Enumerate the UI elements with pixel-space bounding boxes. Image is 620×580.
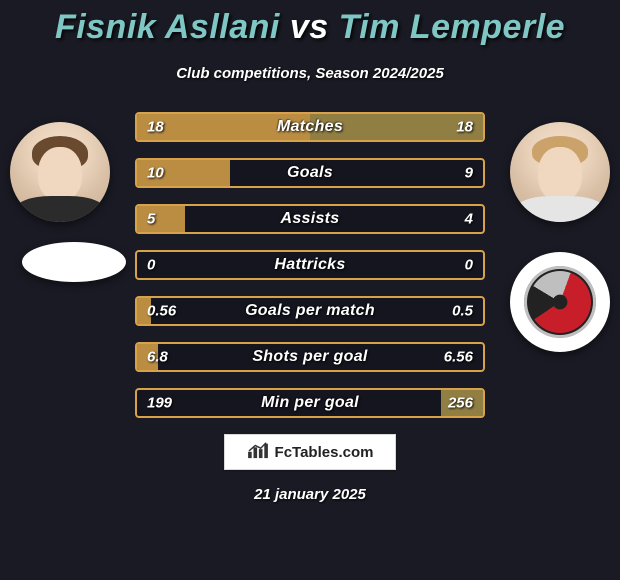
- stat-value-player2: 0: [465, 257, 473, 274]
- stat-label: Goals: [287, 164, 333, 182]
- stat-value-player1: 10: [147, 165, 164, 182]
- stat-row: 0.56 Goals per match 0.5: [135, 296, 485, 326]
- stat-value-player1: 0: [147, 257, 155, 274]
- stat-value-player2: 6.56: [444, 349, 473, 366]
- stat-row: 18 Matches 18: [135, 112, 485, 142]
- stat-value-player2: 18: [456, 119, 473, 136]
- avatar-face: [38, 147, 82, 201]
- player2-name: Tim Lemperle: [339, 8, 565, 46]
- stat-value-player1: 199: [147, 395, 172, 412]
- date-label: 21 january 2025: [0, 486, 620, 503]
- page-title: Fisnik Asllani vs Tim Lemperle: [0, 8, 620, 47]
- chart-icon: [247, 441, 269, 463]
- stat-row: 5 Assists 4: [135, 204, 485, 234]
- stat-value-player1: 0.56: [147, 303, 176, 320]
- stat-rows: 18Matches1810Goals95Assists40Hattricks00…: [135, 112, 485, 418]
- stat-value-player2: 9: [465, 165, 473, 182]
- stat-row: 199 Min per goal 256: [135, 388, 485, 418]
- stat-label: Assists: [280, 210, 339, 228]
- stat-value-player1: 18: [147, 119, 164, 136]
- stat-label: Matches: [277, 118, 343, 136]
- comparison-card: Fisnik Asllani vs Tim Lemperle Club comp…: [0, 0, 620, 580]
- stats-area: 18Matches1810Goals95Assists40Hattricks00…: [0, 112, 620, 418]
- club-logo-icon: [524, 266, 596, 338]
- player2-club-badge: [510, 252, 610, 352]
- stat-row: 6.8 Shots per goal 6.56: [135, 342, 485, 372]
- player1-name: Fisnik Asllani: [55, 8, 280, 46]
- avatar-shirt: [15, 196, 105, 222]
- stat-value-player1: 6.8: [147, 349, 168, 366]
- stat-label: Shots per goal: [252, 348, 367, 366]
- fctables-link[interactable]: FcTables.com: [224, 434, 397, 470]
- stat-value-player2: 4: [465, 211, 473, 228]
- stat-label: Hattricks: [274, 256, 345, 274]
- stat-bar-player1: [137, 206, 185, 232]
- player1-club-badge: [22, 242, 126, 282]
- subtitle: Club competitions, Season 2024/2025: [0, 65, 620, 82]
- stat-label: Min per goal: [261, 394, 359, 412]
- player2-avatar: [510, 122, 610, 222]
- footer: FcTables.com: [0, 434, 620, 470]
- vs-word: vs: [290, 8, 329, 46]
- avatar-face: [538, 147, 582, 201]
- stat-row: 10 Goals 9: [135, 158, 485, 188]
- avatar-shirt: [515, 196, 605, 222]
- stat-value-player2: 0.5: [452, 303, 473, 320]
- stat-value-player1: 5: [147, 211, 155, 228]
- fctables-label: FcTables.com: [275, 444, 374, 461]
- stat-value-player2: 256: [448, 395, 473, 412]
- stat-row: 0 Hattricks 0: [135, 250, 485, 280]
- player1-avatar: [10, 122, 110, 222]
- stat-label: Goals per match: [245, 302, 375, 320]
